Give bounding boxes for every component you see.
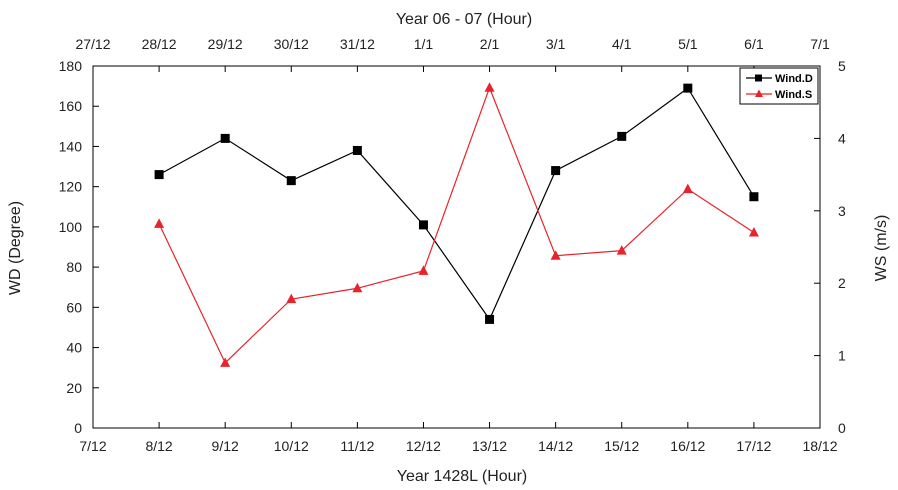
- data-point-wind-d: [220, 133, 230, 143]
- series-layer: [154, 82, 759, 367]
- y-tick-label-left: 80: [66, 259, 82, 275]
- data-point-wind-d: [749, 192, 759, 202]
- x-axis-title: Year 1428L (Hour): [397, 468, 527, 485]
- top-axis: 27/12 28/12 29/12 30/12 31/12 1/1 2/1 3/1 4/1 5/1…: [75, 36, 830, 72]
- y-tick-label-right: 4: [838, 130, 846, 146]
- data-point-wind-d: [485, 314, 495, 324]
- data-point-wind-s: [286, 293, 297, 304]
- series-line-wind-s: [158, 86, 755, 364]
- data-point-wind-d: [617, 131, 627, 141]
- x-tick-label: 16/12: [670, 438, 705, 454]
- data-point-wind-s: [616, 245, 627, 255]
- x-tick-label: 11/12: [340, 438, 374, 454]
- plot-frame: [92, 65, 821, 429]
- data-point-wind-s: [748, 227, 759, 237]
- x-tick-label: 14/12: [538, 438, 573, 454]
- top-tick-label: 31/12: [340, 36, 375, 52]
- y-tick-label-left: 100: [59, 219, 83, 235]
- y-tick-label-left: 0: [74, 420, 82, 436]
- legend: Wind.D Wind.S: [739, 67, 819, 105]
- y-axis-title-left: WD (Degree): [7, 201, 24, 295]
- data-point-wind-s: [154, 218, 165, 228]
- top-tick-label: 29/12: [208, 36, 243, 52]
- x-tick-label: 8/12: [145, 438, 172, 454]
- top-tick-label: 2/1: [480, 36, 500, 52]
- legend-label-wind-s: Wind.S: [775, 89, 812, 101]
- y-tick-label-right: 0: [838, 420, 846, 436]
- left-axis: 0 20 40 60 80 100 120 140 160 180: [59, 58, 99, 436]
- top-axis-title: Year 06 - 07 (Hour): [396, 11, 532, 28]
- top-tick-label: 28/12: [142, 36, 177, 52]
- top-tick-label: 3/1: [546, 36, 566, 52]
- y-tick-label-left: 120: [59, 179, 83, 195]
- top-tick-label: 30/12: [274, 36, 309, 52]
- top-tick-label: 7/1: [810, 36, 830, 52]
- y-tick-label-left: 40: [66, 340, 82, 356]
- y-tick-label-left: 20: [66, 380, 82, 396]
- legend-marker-wind-s: [755, 89, 763, 97]
- data-point-wind-s: [682, 183, 693, 194]
- legend-box: [739, 67, 819, 105]
- x-tick-label: 15/12: [604, 438, 639, 454]
- x-tick-label: 9/12: [212, 438, 239, 454]
- data-point-wind-d: [551, 166, 561, 176]
- data-point-wind-d: [352, 145, 362, 155]
- data-point-wind-s: [484, 82, 495, 92]
- y-tick-label-left: 60: [66, 299, 82, 315]
- y-axis-title-right: WS (m/s): [873, 215, 890, 282]
- y-tick-label-left: 140: [59, 138, 83, 154]
- y-tick-label-left: 160: [59, 98, 83, 114]
- data-point-wind-s: [550, 250, 561, 260]
- x-tick-label: 17/12: [736, 438, 771, 454]
- y-tick-label-right: 2: [838, 275, 846, 291]
- data-point-wind-d: [154, 170, 164, 180]
- bottom-axis: 7/12 8/12 9/12 10/12 11/12 12/12 13/12 14/12 15/…: [79, 422, 838, 454]
- top-tick-label: 1/1: [414, 36, 434, 52]
- top-tick-label: 27/12: [75, 36, 110, 52]
- y-tick-label-right: 1: [838, 348, 846, 364]
- data-point-wind-d: [286, 176, 296, 186]
- y-tick-label-right: 3: [838, 203, 846, 219]
- right-axis: 0 1 2 3 4 5: [814, 58, 846, 436]
- x-tick-label: 12/12: [406, 438, 441, 454]
- legend-marker-wind-d: [755, 74, 762, 82]
- x-tick-label: 7/12: [79, 438, 106, 454]
- data-point-wind-d: [418, 220, 428, 230]
- top-tick-label: 4/1: [612, 36, 632, 52]
- data-point-wind-s: [418, 265, 429, 275]
- legend-label-wind-d: Wind.D: [775, 73, 813, 85]
- x-tick-label: 18/12: [802, 438, 837, 454]
- data-point-wind-s: [352, 282, 363, 293]
- y-tick-label-right: 5: [838, 58, 846, 74]
- y-tick-label-left: 180: [59, 58, 83, 74]
- top-tick-label: 5/1: [678, 36, 698, 52]
- series-line-wind-d: [158, 87, 755, 321]
- x-tick-label: 10/12: [274, 438, 309, 454]
- data-point-wind-s: [220, 357, 231, 367]
- top-tick-label: 6/1: [744, 36, 764, 52]
- x-tick-label: 13/12: [472, 438, 507, 454]
- data-point-wind-d: [683, 83, 693, 93]
